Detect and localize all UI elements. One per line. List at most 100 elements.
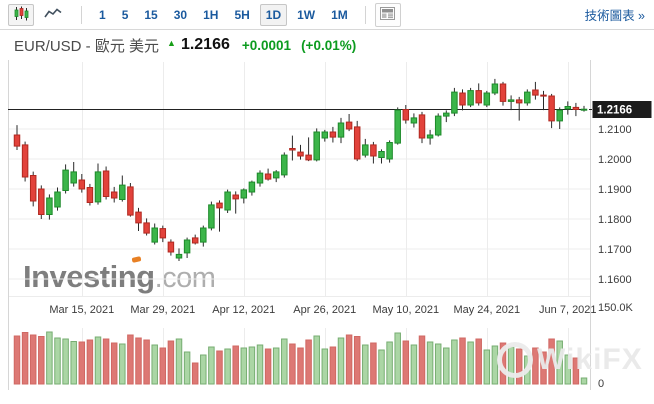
volume-bar [434, 343, 442, 385]
candle-body [240, 189, 248, 199]
candle-body [524, 91, 531, 104]
toolbar-separator [81, 5, 82, 24]
y-axis-label: 1.1900 [598, 184, 632, 196]
x-axis-label: Mar 29, 2021 [130, 304, 195, 316]
volume-bar [337, 337, 345, 385]
volume-bar [313, 335, 320, 385]
volume-bar [159, 347, 167, 385]
candle-body [378, 151, 385, 158]
volume-bar [102, 338, 110, 385]
interval-1d[interactable]: 1D [259, 3, 288, 26]
candle-body [329, 131, 337, 138]
candle-body [272, 171, 280, 179]
volume-bar [386, 341, 393, 385]
candle-body [151, 227, 158, 243]
volume-bar [281, 338, 288, 385]
candle-body [507, 99, 515, 102]
volume-bar [353, 336, 361, 385]
technical-chart-link[interactable]: 技術圖表 » [584, 9, 645, 23]
candle-body [94, 171, 102, 203]
candle-body [443, 112, 450, 117]
candle-body [110, 191, 118, 199]
candle-body [580, 108, 588, 111]
candle-body [29, 175, 37, 202]
candle-body [200, 227, 207, 243]
volume-bar [272, 347, 280, 385]
news-panel-button[interactable] [374, 2, 401, 27]
volume-bar [378, 349, 385, 385]
candle-body [86, 187, 94, 203]
volume-bar [200, 354, 207, 385]
candle-body [264, 173, 272, 180]
volume-bar [305, 339, 312, 385]
symbol-title: EUR/USD - 歐元 美元 [14, 37, 160, 55]
candle-body [78, 179, 86, 190]
interval-15[interactable]: 15 [138, 4, 163, 26]
candle-body [143, 222, 150, 234]
candle-body [289, 148, 296, 151]
wikifx-text: WikiFX [537, 343, 643, 376]
y-axis-label: 1.2100 [598, 124, 632, 136]
candle-body [556, 109, 563, 122]
candle-body [175, 253, 183, 259]
candle-body [127, 186, 134, 216]
candle-body [572, 106, 580, 111]
interval-1w[interactable]: 1W [291, 4, 321, 26]
volume-bar [86, 339, 94, 385]
volume-bar [191, 362, 199, 385]
candle-body [475, 90, 482, 104]
candle-body [305, 154, 312, 161]
candle-body [281, 154, 288, 176]
candle-body [459, 92, 466, 106]
volume-bar [402, 340, 410, 385]
candle-body [564, 106, 572, 110]
interval-1m[interactable]: 1M [325, 4, 354, 26]
interval-5[interactable]: 5 [116, 4, 135, 26]
candle-body [337, 122, 345, 138]
last-price: 1.2166 [180, 36, 230, 53]
quote-header: EUR/USD - 歐元 美元 ▲ 1.2166 +0.0001 (+0.01%… [0, 30, 654, 60]
volume-bar [410, 344, 418, 385]
volume-bar [54, 337, 61, 385]
toolbar-separator [364, 5, 366, 24]
y-axis-label: 1.1800 [598, 214, 632, 226]
candle-body [483, 92, 491, 106]
volume-bar [62, 338, 69, 385]
x-axis-label: Apr 26, 2021 [293, 304, 356, 316]
y-axis-label: 1.2000 [598, 154, 632, 166]
candle-body [256, 172, 264, 184]
price-change-percent: (+0.01%) [301, 37, 357, 53]
wikifx-logo-icon [497, 342, 533, 378]
interval-1[interactable]: 1 [93, 4, 112, 26]
candle-body [548, 95, 555, 122]
line-chart-icon [44, 6, 62, 23]
volume-bar [119, 343, 126, 385]
candle-body [102, 170, 110, 197]
volume-bar [443, 347, 450, 385]
volume-bar [264, 348, 272, 385]
volume-bar [418, 335, 426, 385]
candle-body [532, 89, 539, 96]
candle-body [167, 241, 175, 253]
investing-logo-suffix: .com [154, 262, 216, 294]
line-chart-button[interactable] [40, 4, 66, 26]
x-axis-label: Mar 15, 2021 [49, 304, 114, 316]
interval-5h[interactable]: 5H [228, 4, 255, 26]
candle-body [38, 188, 45, 215]
volume-bar [208, 346, 215, 385]
candle-body [451, 91, 458, 114]
volume-bar [143, 339, 150, 385]
volume-bar [329, 346, 337, 385]
volume-bar [94, 336, 102, 385]
interval-30[interactable]: 30 [168, 4, 193, 26]
interval-1h[interactable]: 1H [197, 4, 224, 26]
investing-logo: Investing.com [23, 256, 216, 295]
volume-bar [46, 331, 53, 385]
candle-body [135, 211, 142, 224]
candle-body [467, 90, 474, 106]
volume-bar [297, 347, 304, 385]
volume-bar [370, 342, 377, 385]
candlestick-chart-button[interactable] [8, 3, 34, 26]
y-axis-label: 1.1600 [598, 274, 632, 286]
x-axis-label: May 24, 2021 [453, 304, 520, 316]
